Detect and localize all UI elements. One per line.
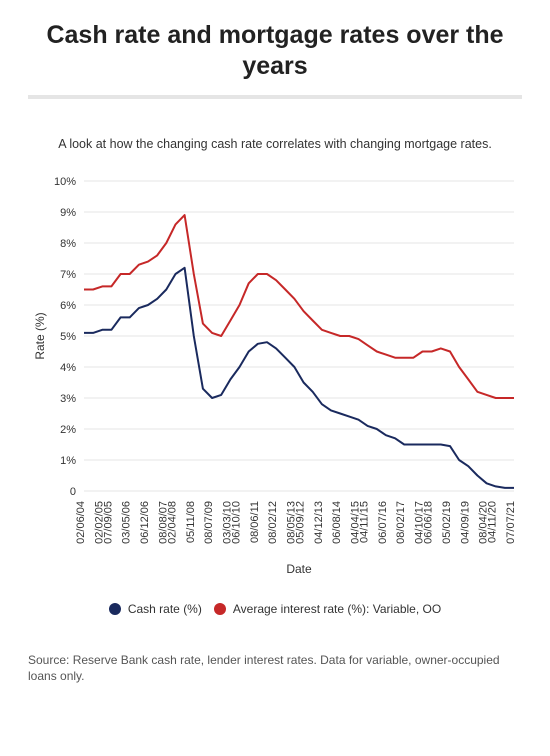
svg-text:0: 0 bbox=[70, 486, 76, 498]
svg-text:05/02/19: 05/02/19 bbox=[441, 501, 453, 544]
svg-text:6%: 6% bbox=[60, 300, 76, 312]
svg-text:04/11/20: 04/11/20 bbox=[487, 501, 499, 543]
svg-text:06/07/16: 06/07/16 bbox=[377, 501, 389, 544]
chart-card: Cash rate and mortgage rates over the ye… bbox=[0, 0, 550, 705]
svg-text:08/02/17: 08/02/17 bbox=[395, 501, 407, 544]
svg-text:8%: 8% bbox=[60, 238, 76, 250]
svg-text:04/11/15: 04/11/15 bbox=[359, 501, 371, 543]
legend-item: Average interest rate (%): Variable, OO bbox=[214, 602, 441, 616]
divider bbox=[28, 95, 522, 99]
svg-text:04/12/13: 04/12/13 bbox=[313, 501, 325, 544]
legend-swatch-icon bbox=[214, 603, 226, 615]
chart-subtitle: A look at how the changing cash rate cor… bbox=[28, 137, 522, 151]
svg-text:06/08/14: 06/08/14 bbox=[331, 501, 343, 544]
svg-text:07/07/21: 07/07/21 bbox=[505, 501, 517, 544]
svg-text:4%: 4% bbox=[60, 362, 76, 374]
legend: Cash rate (%) Average interest rate (%):… bbox=[28, 602, 522, 616]
svg-text:Rate (%): Rate (%) bbox=[33, 312, 47, 359]
svg-text:04/09/19: 04/09/19 bbox=[459, 501, 471, 544]
svg-text:05/11/08: 05/11/08 bbox=[185, 501, 197, 543]
svg-text:1%: 1% bbox=[60, 455, 76, 467]
svg-text:06/06/18: 06/06/18 bbox=[423, 501, 435, 544]
svg-text:02/06/04: 02/06/04 bbox=[75, 501, 87, 544]
svg-text:08/07/09: 08/07/09 bbox=[203, 501, 215, 544]
legend-item: Cash rate (%) bbox=[109, 602, 202, 616]
svg-text:02/04/08: 02/04/08 bbox=[166, 501, 178, 544]
svg-text:3%: 3% bbox=[60, 393, 76, 405]
svg-text:10%: 10% bbox=[54, 177, 76, 188]
chart-area: 0 1% 2% 3% 4% 5% 6% 7% 8% 9% 10% Rate (%) 02/06/04 02… bbox=[28, 177, 522, 582]
legend-swatch-icon bbox=[109, 603, 121, 615]
svg-text:08/06/11: 08/06/11 bbox=[249, 501, 261, 543]
line-chart: 0 1% 2% 3% 4% 5% 6% 7% 8% 9% 10% Rate (%) 02/06/04 02… bbox=[28, 177, 522, 577]
svg-text:7%: 7% bbox=[60, 269, 76, 281]
svg-text:9%: 9% bbox=[60, 207, 76, 219]
svg-text:07/09/05: 07/09/05 bbox=[102, 501, 114, 544]
svg-text:2%: 2% bbox=[60, 424, 76, 436]
svg-text:Date: Date bbox=[286, 562, 312, 576]
chart-title: Cash rate and mortgage rates over the ye… bbox=[28, 20, 522, 83]
source-text: Source: Reserve Bank cash rate, lender i… bbox=[28, 652, 522, 686]
svg-text:05/09/12: 05/09/12 bbox=[295, 501, 307, 544]
svg-text:5%: 5% bbox=[60, 331, 76, 343]
legend-label: Cash rate (%) bbox=[128, 602, 202, 616]
svg-text:08/02/12: 08/02/12 bbox=[267, 501, 279, 544]
svg-text:06/12/06: 06/12/06 bbox=[139, 501, 151, 544]
svg-text:06/10/10: 06/10/10 bbox=[231, 501, 243, 544]
svg-text:03/05/06: 03/05/06 bbox=[121, 501, 133, 544]
legend-label: Average interest rate (%): Variable, OO bbox=[233, 602, 441, 616]
